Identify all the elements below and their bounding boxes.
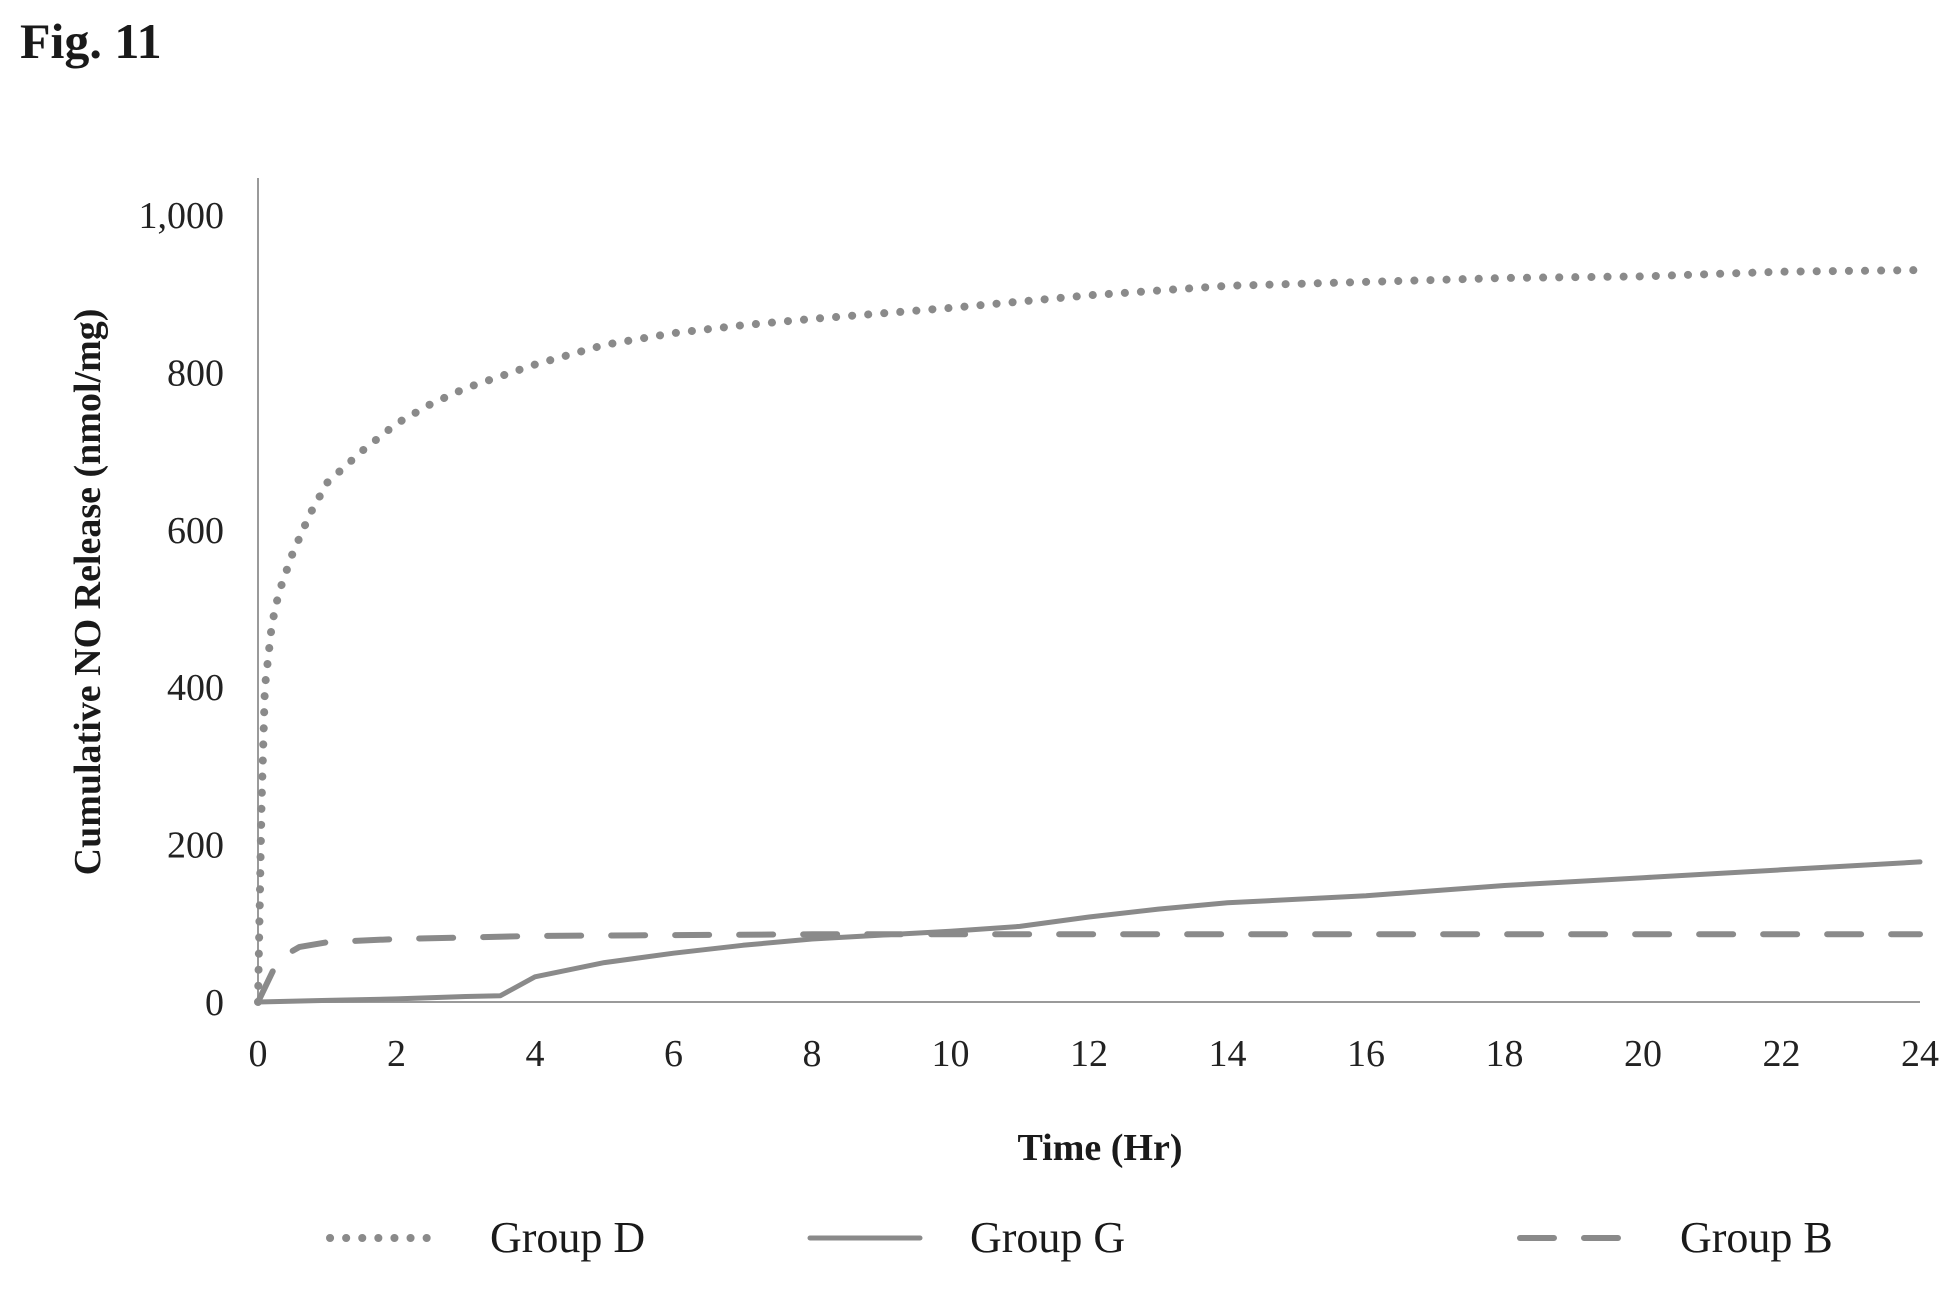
series-line-group-b: [255, 931, 1923, 1005]
x-tick-label: 24: [1901, 1033, 1939, 1075]
x-tick-label: 8: [803, 1033, 822, 1075]
x-tick-label: 12: [1070, 1033, 1108, 1075]
legend: Group D Group G Group B: [326, 1213, 1833, 1262]
figure-label: Fig. 11: [20, 13, 162, 69]
x-tick-label: 20: [1624, 1033, 1662, 1075]
x-axis-title: Time (Hr): [1018, 1127, 1183, 1169]
x-tick-label: 16: [1347, 1033, 1385, 1075]
y-tick-label: 800: [167, 352, 224, 394]
y-tick-label: 0: [205, 982, 224, 1024]
legend-label: Group D: [490, 1213, 645, 1262]
y-tick-label: 400: [167, 667, 224, 709]
x-tick-label: 14: [1209, 1033, 1247, 1075]
x-tick-label: 6: [664, 1033, 683, 1075]
y-axis-title: Cumulative NO Release (nmol/mg): [67, 309, 109, 876]
x-tick-label: 4: [526, 1033, 545, 1075]
x-tick-label: 18: [1486, 1033, 1524, 1075]
x-tick-label: 10: [932, 1033, 970, 1075]
x-tick-label: 22: [1763, 1033, 1801, 1075]
series-line-group-d: [254, 266, 1924, 1006]
series-layer: [254, 266, 1924, 1006]
x-tick-label: 0: [249, 1033, 268, 1075]
y-tick-label: 1,000: [139, 195, 225, 237]
y-tick-label: 200: [167, 825, 224, 867]
legend-label: Group B: [1680, 1213, 1833, 1262]
x-tick-label: 2: [387, 1033, 406, 1075]
y-tick-label: 600: [167, 510, 224, 552]
legend-label: Group G: [970, 1213, 1125, 1262]
